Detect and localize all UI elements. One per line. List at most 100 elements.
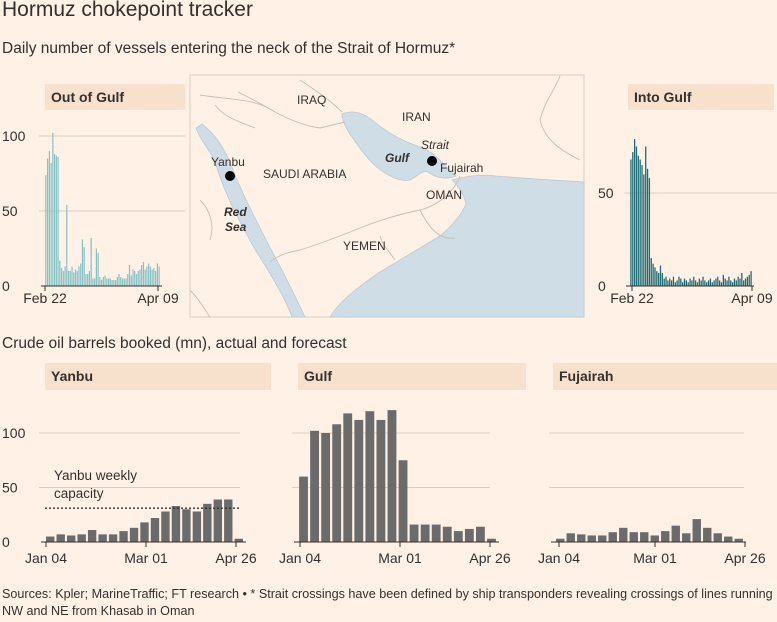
fujairah-bar [724, 536, 733, 542]
gulf-bar [420, 524, 430, 542]
gulf-x-tick-label: Apr 26 [469, 550, 510, 566]
into-gulf-bar [685, 280, 688, 286]
out-of-gulf-bar [59, 260, 61, 286]
gulf-bar [376, 419, 386, 542]
yanbu-bar [171, 506, 181, 542]
out-of-gulf-bar [127, 274, 129, 286]
into-gulf-bar [691, 280, 693, 286]
into-gulf-bar [658, 272, 660, 286]
fujairah-bar [619, 527, 628, 542]
into-gulf-bar [674, 282, 676, 286]
out-of-gulf-bar [69, 271, 71, 286]
map-label-oman: OMAN [426, 188, 462, 202]
gulf-bar [464, 528, 474, 542]
out-of-gulf-bar [107, 278, 110, 286]
into-gulf-bar [696, 282, 699, 286]
yanbu-capacity-label: Yanbu weekly [54, 468, 137, 483]
into-gulf-bar [707, 280, 710, 286]
into-gulf-bar [659, 265, 662, 286]
out-of-gulf-bar [55, 155, 57, 286]
into-gulf-bar [641, 165, 643, 286]
into-gulf-bar [661, 272, 663, 286]
map-label-red-sea: Red Sea [224, 205, 250, 234]
yanbu-x-tick-label: Jan 04 [25, 550, 67, 566]
out-of-gulf-bar [97, 253, 99, 286]
into-gulf-bar [663, 278, 665, 286]
out-of-gulf-bar [74, 269, 77, 286]
out-of-gulf-bar [81, 239, 84, 286]
into-gulf-bar [694, 280, 697, 286]
into-gulf-bar [672, 276, 675, 286]
out-of-gulf-bar [113, 280, 115, 286]
fujairah-bar [661, 531, 670, 542]
gulf-bar [453, 531, 463, 542]
out-of-gulf-bar [83, 247, 85, 286]
into-gulf-bar [728, 276, 730, 286]
out-of-gulf-bar [123, 278, 125, 286]
out-of-gulf-y-tick-label: 100 [2, 128, 26, 144]
into-gulf-bar [637, 155, 639, 286]
out-of-gulf-bar [90, 238, 92, 286]
into-gulf-bar [648, 178, 651, 286]
into-gulf-bar [700, 280, 702, 286]
into-gulf-bar [722, 274, 724, 286]
into-gulf-bar [735, 280, 737, 286]
out-of-gulf-panel-title: Out of Gulf [51, 89, 124, 105]
into-gulf-bar [748, 274, 750, 286]
yanbu-y-tick-label: 50 [2, 480, 18, 496]
out-of-gulf-bar [45, 175, 47, 286]
out-of-gulf-bar [114, 280, 117, 286]
out-of-gulf-bar [85, 274, 87, 286]
out-of-gulf-bar [151, 269, 153, 286]
out-of-gulf-bar [142, 262, 145, 286]
gulf-panel-header [298, 363, 526, 390]
yanbu-bar [203, 503, 212, 542]
yanbu-bar [66, 535, 76, 542]
out-of-gulf-bar [120, 277, 122, 286]
into-gulf-bar [633, 139, 636, 286]
out-of-gulf-bar [134, 271, 136, 286]
into-gulf-bar [678, 276, 680, 286]
into-gulf-bar [733, 278, 736, 286]
out-of-gulf-bar [153, 268, 155, 286]
fujairah-bar [640, 532, 649, 542]
red-sea-water [195, 123, 306, 318]
into-gulf-bar [676, 280, 678, 286]
into-gulf-bar [635, 146, 638, 286]
into-gulf-bar [737, 276, 739, 286]
out-of-gulf-bar [66, 205, 68, 286]
yanbu-bar [234, 538, 243, 542]
into-gulf-bar [698, 278, 700, 286]
gulf-bar [343, 413, 353, 542]
fujairah-bar [608, 532, 617, 542]
fujairah-bar [650, 535, 659, 542]
into-gulf-bar [639, 159, 641, 286]
out-of-gulf-bar [87, 274, 89, 286]
page-title: Hormuz chokepoint tracker [2, 0, 253, 21]
fujairah-bar [671, 525, 680, 542]
out-of-gulf-bar [132, 269, 134, 286]
out-of-gulf-bar [137, 271, 139, 286]
fujairah-panel-title: Fujairah [559, 368, 613, 384]
into-gulf-bar [704, 280, 706, 286]
gulf-bar [442, 526, 452, 542]
out-of-gulf-bar [71, 266, 73, 286]
yanbu-bar [224, 499, 233, 542]
out-of-gulf-bar [101, 280, 103, 286]
fujairah-bar [713, 533, 722, 542]
out-of-gulf-bar [99, 277, 101, 286]
gulf-panel-title: Gulf [304, 368, 332, 384]
gulf-bar [398, 460, 408, 542]
into-gulf-bar [689, 278, 691, 286]
yanbu-bar [46, 536, 55, 542]
out-of-gulf-bar [141, 265, 143, 286]
yanbu-bar [119, 531, 128, 542]
into-gulf-bar [630, 159, 632, 286]
out-of-gulf-bar [60, 268, 63, 286]
gulf-bar [409, 524, 419, 542]
into-gulf-bar [643, 174, 645, 286]
into-gulf-bar [731, 282, 734, 286]
into-gulf-bar [717, 276, 719, 286]
out-of-gulf-y-tick-label: 50 [2, 203, 18, 219]
into-gulf-bar [715, 278, 717, 286]
